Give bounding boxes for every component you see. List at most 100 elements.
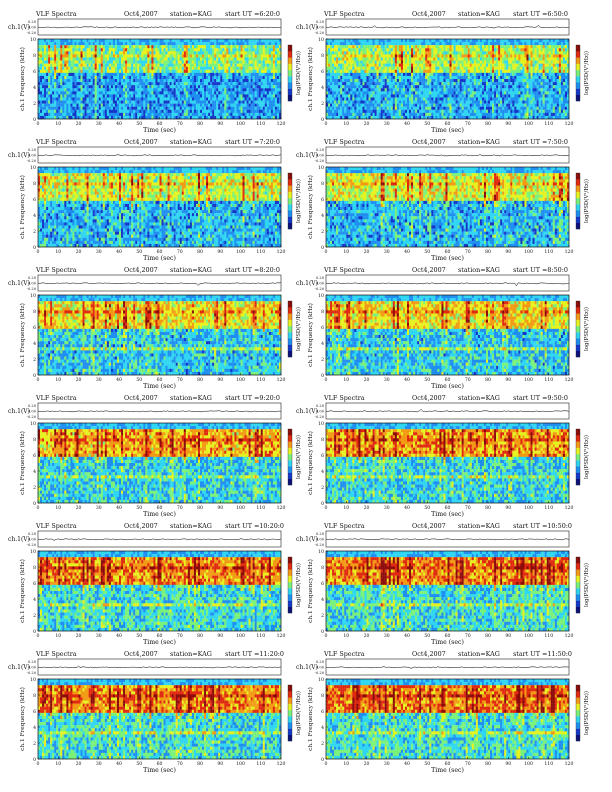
spectrogram-cell: [105, 42, 107, 45]
spectrogram-cell: [66, 61, 68, 64]
spectrogram-cell: [74, 79, 76, 82]
spectrogram-cell: [48, 61, 50, 64]
spectrogram-cell: [62, 67, 64, 70]
spectrogram-cell: [81, 76, 83, 79]
spectrogram-cell: [52, 48, 54, 51]
spectrogram-cell: [58, 42, 60, 45]
spectrogram-cell: [68, 67, 70, 70]
spectrogram-cell: [91, 113, 93, 116]
spectrogram-cell: [101, 48, 103, 51]
spectrogram-cell: [99, 113, 101, 116]
spectrogram-cell: [50, 42, 52, 45]
spectrogram-cell: [50, 67, 52, 70]
spectrogram-cell: [52, 79, 54, 82]
spectrogram-cell: [58, 97, 60, 100]
spectrogram-cell: [83, 76, 85, 79]
spectrogram-cell: [83, 61, 85, 64]
spectrogram-cell: [99, 107, 101, 110]
spectrogram-cell: [91, 104, 93, 107]
spectrogram-cell: [93, 73, 95, 76]
spectrogram-cell: [66, 70, 68, 73]
spectrogram-cell: [40, 73, 42, 76]
spectrogram-cell: [93, 91, 95, 94]
spectrogram-cell: [76, 54, 78, 57]
spectrogram-cell: [99, 82, 101, 85]
spectrogram-cell: [72, 88, 74, 91]
spectrogram-cell: [83, 88, 85, 91]
spectrogram-cell: [103, 79, 105, 82]
spectrogram-cell: [91, 82, 93, 85]
spectrogram-cell: [40, 48, 42, 51]
spectrogram-cell: [89, 70, 91, 73]
spectrogram-cell: [46, 48, 48, 51]
spectrogram-cell: [54, 57, 56, 60]
spectrogram-cell: [91, 97, 93, 100]
spectrogram-cell: [46, 85, 48, 88]
spectrogram-cell: [97, 110, 99, 113]
spectrogram-cell: [64, 88, 66, 91]
spectrogram-cell: [74, 91, 76, 94]
spectrogram-cell: [97, 61, 99, 64]
spectrogram-cell: [70, 85, 72, 88]
spectrogram-cell: [46, 76, 48, 79]
spectrogram-cell: [60, 94, 62, 97]
spectrogram-cell: [79, 64, 81, 67]
spectrogram-cell: [40, 79, 42, 82]
spectrogram-cell: [101, 91, 103, 94]
spectrogram-cell: [97, 51, 99, 54]
spectrogram-cell: [99, 45, 101, 48]
spectrogram-cell: [93, 88, 95, 91]
spectrogram-cell: [40, 45, 42, 48]
spectrogram-cell: [99, 79, 101, 82]
spectrogram-cell: [76, 48, 78, 51]
spectrogram-cell: [64, 113, 66, 116]
spectrogram-cell: [89, 67, 91, 70]
spectrogram-cell: [54, 45, 56, 48]
spectrogram-cell: [99, 101, 101, 104]
spectrogram-cell: [40, 39, 42, 42]
spectrogram-cell: [62, 85, 64, 88]
spectrogram-cell: [58, 76, 60, 79]
spectrogram-cell: [56, 82, 58, 85]
spectrogram-cell: [81, 70, 83, 73]
spectrogram-cell: [46, 113, 48, 116]
spectrogram-cell: [93, 42, 95, 45]
spectrogram-cell: [101, 104, 103, 107]
spectrogram-cell: [83, 51, 85, 54]
spectrogram-cell: [68, 88, 70, 91]
spectrogram-cell: [79, 85, 81, 88]
spectrogram-cell: [46, 104, 48, 107]
spectrogram-cell: [54, 39, 56, 42]
spectrogram-cell: [40, 110, 42, 113]
spectrogram-cell: [46, 79, 48, 82]
spectrogram-cell: [87, 67, 89, 70]
spectrogram-cell: [66, 64, 68, 67]
spectrogram-cell: [66, 67, 68, 70]
spectrogram-cell: [46, 110, 48, 113]
spectrogram-cell: [99, 91, 101, 94]
spectrogram-cell: [68, 85, 70, 88]
spectrogram-cell: [62, 91, 64, 94]
spectrogram-cell: [87, 54, 89, 57]
spectrogram-cell: [42, 82, 44, 85]
spectrogram-cell: [83, 82, 85, 85]
spectrogram-cell: [103, 85, 105, 88]
spectrogram-cell: [72, 67, 74, 70]
panel-date: Oct4,2007: [124, 10, 158, 18]
spectrogram-cell: [50, 104, 52, 107]
spectrogram-cell: [60, 70, 62, 73]
waveform-axis-label: ch.1(V): [8, 24, 30, 31]
waveform-tick-label: -0.20: [27, 31, 37, 35]
spectrogram-cell: [74, 94, 76, 97]
spectrogram-cell: [66, 104, 68, 107]
spectrogram-cell: [58, 67, 60, 70]
spectrogram-cell: [85, 51, 87, 54]
spectrogram-cell: [79, 67, 81, 70]
spectrogram-cell: [72, 48, 74, 51]
spectrogram-cell: [66, 101, 68, 104]
spectrogram-cell: [91, 39, 93, 42]
spectrogram-cell: [56, 73, 58, 76]
spectrogram-cell: [60, 51, 62, 54]
spectrogram-cell: [87, 110, 89, 113]
spectrogram-cell: [97, 101, 99, 104]
